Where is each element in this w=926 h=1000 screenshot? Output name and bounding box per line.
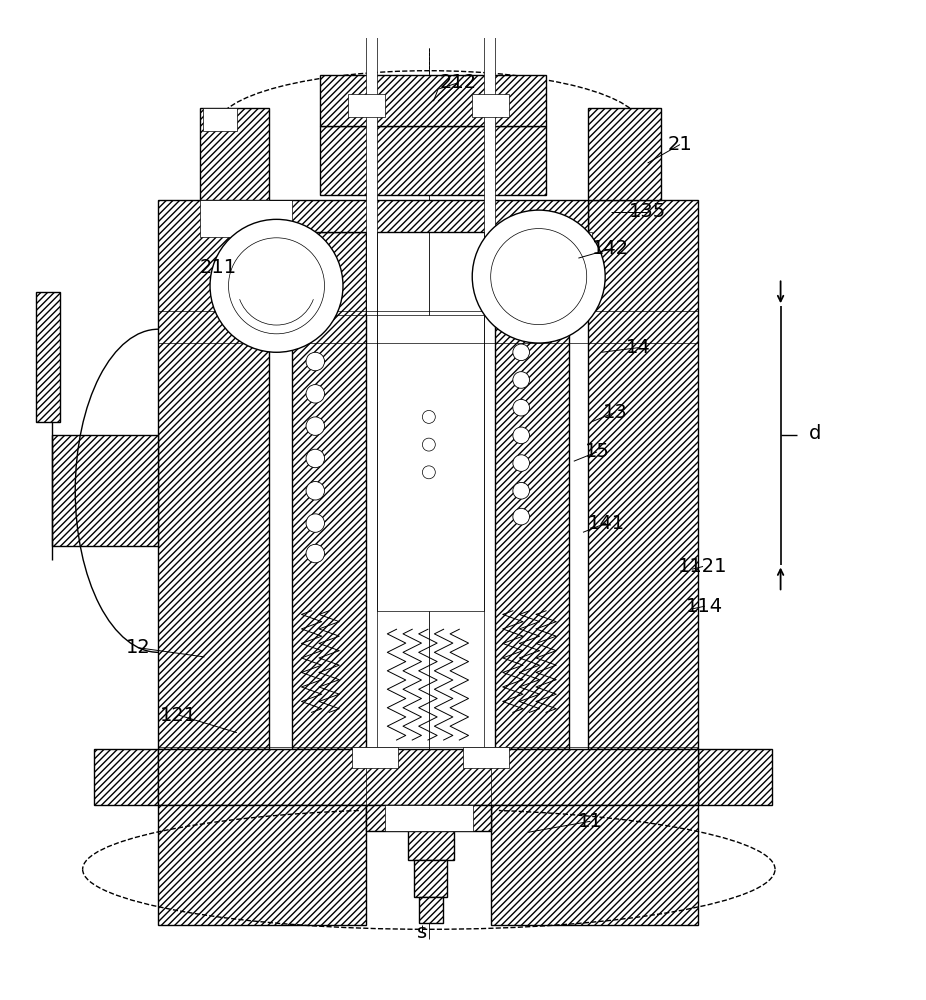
Bar <box>366 0 377 315</box>
Circle shape <box>422 410 435 423</box>
Circle shape <box>307 385 324 403</box>
Polygon shape <box>52 435 158 546</box>
Circle shape <box>307 482 324 500</box>
Polygon shape <box>414 860 447 897</box>
Circle shape <box>210 219 343 352</box>
Circle shape <box>307 514 324 532</box>
Polygon shape <box>495 232 569 749</box>
Polygon shape <box>377 315 484 611</box>
Circle shape <box>307 544 324 563</box>
Text: 211: 211 <box>200 258 237 277</box>
Polygon shape <box>319 75 546 126</box>
Text: 121: 121 <box>160 706 197 725</box>
Polygon shape <box>158 805 366 925</box>
Text: 13: 13 <box>603 403 628 422</box>
Polygon shape <box>293 232 366 749</box>
Text: 142: 142 <box>592 239 630 258</box>
Polygon shape <box>200 108 269 200</box>
Polygon shape <box>203 108 237 131</box>
Polygon shape <box>407 831 454 860</box>
Circle shape <box>513 399 530 416</box>
Bar <box>500 278 551 325</box>
Circle shape <box>307 449 324 468</box>
Polygon shape <box>200 200 293 237</box>
Text: 114: 114 <box>686 597 723 616</box>
Bar <box>384 805 473 831</box>
Polygon shape <box>491 805 698 925</box>
Polygon shape <box>158 749 698 805</box>
Circle shape <box>513 372 530 388</box>
Text: 141: 141 <box>587 514 625 533</box>
Polygon shape <box>698 749 772 805</box>
Bar <box>347 94 384 117</box>
Bar <box>472 94 509 117</box>
Bar <box>269 232 293 251</box>
Polygon shape <box>419 897 443 923</box>
Circle shape <box>422 466 435 479</box>
Circle shape <box>422 438 435 451</box>
Polygon shape <box>588 200 698 749</box>
Polygon shape <box>269 200 588 232</box>
Text: d: d <box>809 424 821 443</box>
Circle shape <box>491 229 587 325</box>
Text: 1121: 1121 <box>678 557 728 576</box>
Circle shape <box>472 210 606 343</box>
Text: 21: 21 <box>668 135 693 154</box>
Circle shape <box>513 344 530 361</box>
Polygon shape <box>366 805 491 831</box>
Polygon shape <box>94 749 158 805</box>
Circle shape <box>229 238 324 334</box>
Circle shape <box>513 482 530 499</box>
Text: 15: 15 <box>584 442 609 461</box>
Bar <box>463 747 509 768</box>
Circle shape <box>513 455 530 471</box>
Polygon shape <box>588 108 661 200</box>
Text: 11: 11 <box>578 812 603 831</box>
Circle shape <box>307 417 324 435</box>
Text: 212: 212 <box>440 73 477 92</box>
Text: 12: 12 <box>126 638 150 657</box>
Text: 135: 135 <box>629 202 667 221</box>
Bar <box>36 292 59 422</box>
Circle shape <box>307 352 324 371</box>
Text: 14: 14 <box>626 338 651 357</box>
Text: s: s <box>418 923 428 942</box>
Polygon shape <box>158 200 269 749</box>
Circle shape <box>513 427 530 444</box>
Bar <box>484 0 495 315</box>
Bar <box>352 747 398 768</box>
Bar <box>569 232 593 251</box>
Polygon shape <box>319 126 546 195</box>
Circle shape <box>513 508 530 525</box>
